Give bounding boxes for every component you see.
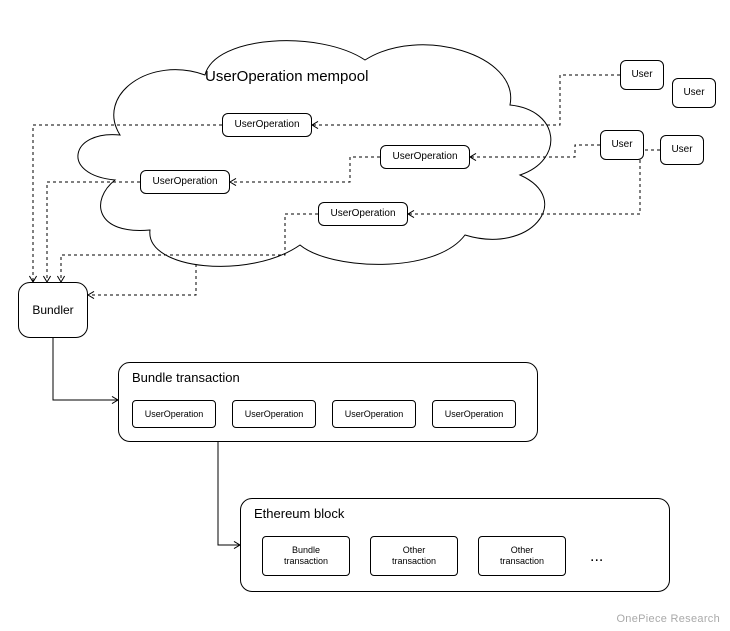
user-label: User [611, 139, 632, 151]
userop-label: UserOperation [234, 119, 299, 131]
bundler-label: Bundler [32, 303, 73, 317]
diagram-canvas: UserOperation mempool UserOperationUserO… [0, 0, 730, 631]
user-node: User [672, 78, 716, 108]
mempool-title: UserOperation mempool [205, 68, 368, 85]
user-node: User [620, 60, 664, 90]
ellipsis: ... [590, 548, 603, 566]
user-label: User [683, 87, 704, 99]
userop-node: UserOperation [380, 145, 470, 169]
user-node: User [600, 130, 644, 160]
bundler-node: Bundler [18, 282, 88, 338]
watermark: OnePiece Research [616, 613, 720, 625]
bundle-transaction-title: Bundle transaction [132, 370, 240, 385]
bundle-item: UserOperation [332, 400, 416, 428]
user-label: User [671, 144, 692, 156]
bundle-item: UserOperation [132, 400, 216, 428]
userop-label: UserOperation [330, 208, 395, 220]
userop-label: UserOperation [152, 176, 217, 188]
bundle-item: UserOperation [432, 400, 516, 428]
eth-block-item: Other transaction [478, 536, 566, 576]
userop-node: UserOperation [222, 113, 312, 137]
userop-label: UserOperation [392, 151, 457, 163]
user-label: User [631, 69, 652, 81]
ethereum-block-title: Ethereum block [254, 506, 344, 521]
userop-node: UserOperation [318, 202, 408, 226]
userop-node: UserOperation [140, 170, 230, 194]
user-node: User [660, 135, 704, 165]
bundle-item: UserOperation [232, 400, 316, 428]
eth-block-item: Bundle transaction [262, 536, 350, 576]
eth-block-item: Other transaction [370, 536, 458, 576]
